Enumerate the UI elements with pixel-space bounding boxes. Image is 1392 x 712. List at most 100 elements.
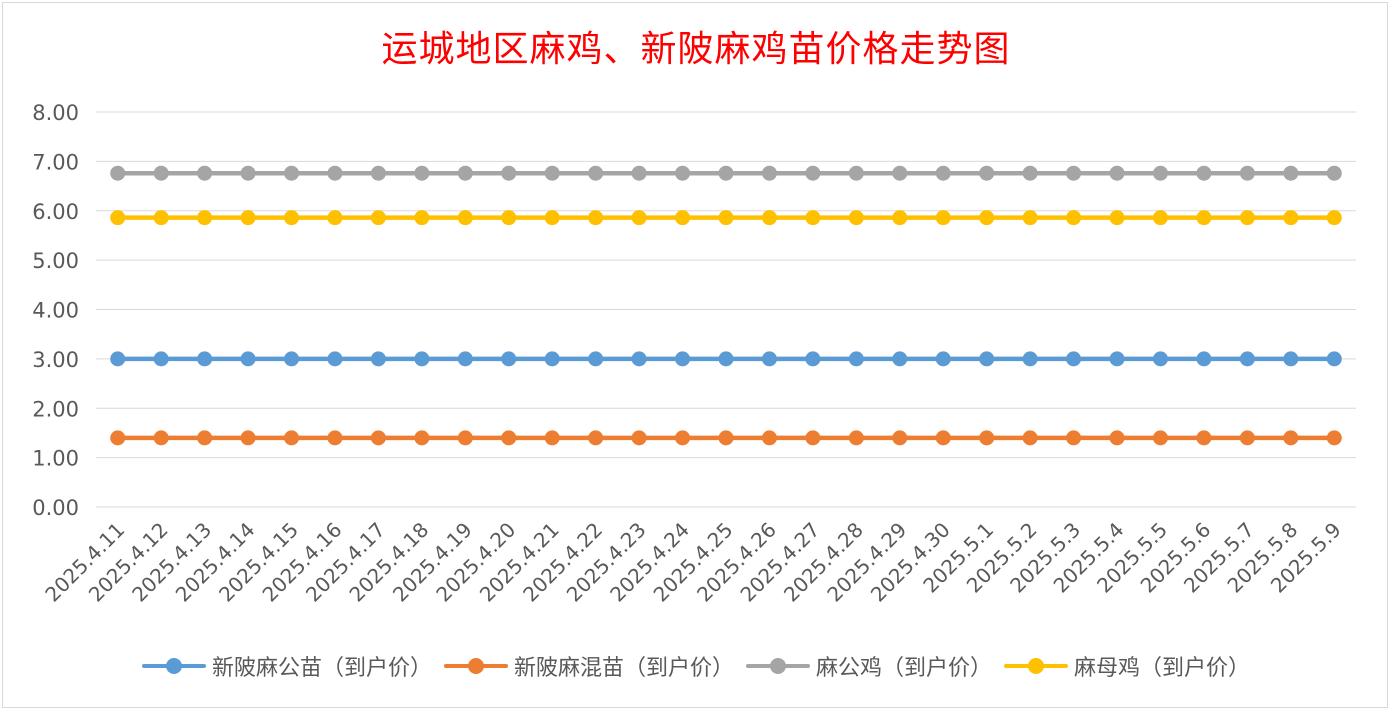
y-axis-ticks: 0.00 1.00 2.00 3.00 4.00 5.00 6.00 7.00 8.00 bbox=[32, 101, 79, 520]
legend-swatch bbox=[443, 656, 508, 676]
data-point bbox=[1326, 430, 1342, 446]
data-point bbox=[153, 351, 169, 367]
data-point bbox=[718, 165, 734, 181]
y-tick-label: 5.00 bbox=[32, 249, 79, 273]
data-point bbox=[588, 430, 604, 446]
data-point bbox=[892, 165, 908, 181]
data-point bbox=[457, 430, 473, 446]
data-point bbox=[718, 351, 734, 367]
data-point bbox=[1022, 351, 1038, 367]
data-point bbox=[675, 430, 691, 446]
legend-label: 新陂麻混苗（到户价） bbox=[513, 656, 734, 681]
data-point bbox=[240, 210, 256, 226]
data-point bbox=[457, 210, 473, 226]
data-point bbox=[1283, 165, 1299, 181]
data-point bbox=[1326, 165, 1342, 181]
data-point bbox=[1022, 210, 1038, 226]
data-point bbox=[370, 165, 386, 181]
data-point bbox=[370, 430, 386, 446]
data-point bbox=[1066, 430, 1082, 446]
legend-item: 麻母鸡（到户价） bbox=[1004, 650, 1250, 682]
data-point bbox=[935, 210, 951, 226]
data-point bbox=[935, 351, 951, 367]
data-point bbox=[805, 210, 821, 226]
data-point bbox=[1239, 351, 1255, 367]
y-tick-label: 1.00 bbox=[32, 447, 79, 471]
data-point bbox=[197, 210, 213, 226]
data-point bbox=[414, 165, 430, 181]
data-point bbox=[761, 351, 777, 367]
data-point bbox=[284, 351, 300, 367]
data-point bbox=[979, 430, 995, 446]
data-point bbox=[979, 210, 995, 226]
series-1 bbox=[110, 430, 1342, 446]
y-tick-label: 2.00 bbox=[32, 397, 79, 421]
data-point bbox=[1283, 210, 1299, 226]
data-point bbox=[544, 351, 560, 367]
data-point bbox=[675, 351, 691, 367]
data-point bbox=[761, 210, 777, 226]
data-point bbox=[892, 210, 908, 226]
data-point bbox=[1109, 165, 1125, 181]
data-point bbox=[370, 351, 386, 367]
data-point bbox=[1066, 351, 1082, 367]
data-point bbox=[110, 210, 126, 226]
legend-swatch bbox=[746, 656, 810, 676]
y-tick-label: 7.00 bbox=[32, 150, 79, 174]
series-3 bbox=[110, 210, 1342, 226]
data-point bbox=[1196, 430, 1212, 446]
data-point bbox=[197, 351, 213, 367]
data-point bbox=[327, 351, 343, 367]
data-point bbox=[327, 165, 343, 181]
data-point bbox=[501, 210, 517, 226]
legend: 新陂麻公苗（到户价） 新陂麻混苗（到户价） 麻公鸡（到户价） 麻母鸡（到户价） bbox=[0, 650, 1392, 682]
series-0 bbox=[110, 351, 1342, 367]
data-point bbox=[1152, 430, 1168, 446]
data-point bbox=[1152, 210, 1168, 226]
data-point bbox=[1109, 430, 1125, 446]
data-point bbox=[327, 210, 343, 226]
data-point bbox=[675, 165, 691, 181]
data-point bbox=[935, 430, 951, 446]
data-point bbox=[631, 165, 647, 181]
data-point bbox=[414, 210, 430, 226]
legend-item: 新陂麻公苗（到户价） bbox=[141, 650, 432, 682]
data-point bbox=[197, 430, 213, 446]
data-point bbox=[848, 430, 864, 446]
legend-swatch bbox=[141, 656, 206, 676]
data-point bbox=[1239, 165, 1255, 181]
data-point bbox=[110, 430, 126, 446]
data-point bbox=[110, 165, 126, 181]
data-point bbox=[1022, 165, 1038, 181]
data-point bbox=[501, 430, 517, 446]
data-point bbox=[110, 351, 126, 367]
data-point bbox=[1283, 430, 1299, 446]
data-point bbox=[1326, 351, 1342, 367]
data-point bbox=[761, 430, 777, 446]
data-point bbox=[284, 165, 300, 181]
data-point bbox=[153, 210, 169, 226]
legend-label: 麻母鸡（到户价） bbox=[1074, 656, 1251, 681]
data-point bbox=[588, 165, 604, 181]
data-point bbox=[848, 210, 864, 226]
x-axis-ticks: 2025.4.112025.4.122025.4.132025.4.142025… bbox=[40, 518, 1346, 607]
data-point bbox=[761, 165, 777, 181]
legend-marker bbox=[467, 658, 484, 674]
y-tick-label: 4.00 bbox=[32, 299, 79, 323]
legend-item: 新陂麻混苗（到户价） bbox=[443, 650, 734, 682]
data-point bbox=[718, 210, 734, 226]
data-point bbox=[284, 210, 300, 226]
legend-label: 麻公鸡（到户价） bbox=[816, 656, 993, 681]
legend-marker bbox=[165, 658, 182, 674]
data-point bbox=[414, 351, 430, 367]
data-point bbox=[457, 351, 473, 367]
data-point bbox=[327, 430, 343, 446]
data-point bbox=[1066, 210, 1082, 226]
legend-label: 新陂麻公苗（到户价） bbox=[211, 656, 432, 681]
legend-marker bbox=[1028, 658, 1045, 674]
data-point bbox=[1239, 210, 1255, 226]
data-point bbox=[718, 430, 734, 446]
y-tick-label: 8.00 bbox=[32, 101, 79, 125]
data-point bbox=[935, 165, 951, 181]
